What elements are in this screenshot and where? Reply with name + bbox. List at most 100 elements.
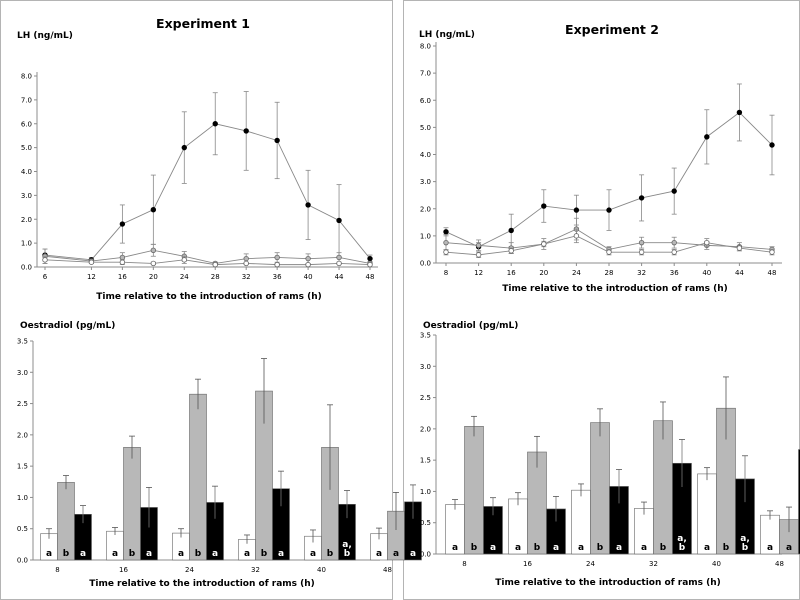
oe2-significance-letter: a xyxy=(578,543,584,553)
lh2-point-filled xyxy=(638,195,645,201)
lh1-xtick-label: 16 xyxy=(118,273,127,281)
oe2-significance-letter-line: a xyxy=(641,543,647,553)
lh1-point-filled xyxy=(305,202,311,208)
oe1-ytick-label: 1.0 xyxy=(17,494,28,502)
lh1-series-line-filled xyxy=(44,123,371,261)
lh1-ytick-label: 4.0 xyxy=(21,168,32,176)
lh1-xtick-label: 44 xyxy=(335,273,344,281)
oe1-significance-letter-line: b xyxy=(261,549,268,559)
oe2-significance-letter-line: a xyxy=(704,543,710,553)
lh2-point-filled xyxy=(573,207,580,213)
oe2-significance-letter-line: a, xyxy=(740,534,750,544)
lh2-xtick-label: 44 xyxy=(735,269,744,277)
lh2-point-open xyxy=(475,252,482,258)
lh2-xtick-label: 20 xyxy=(539,269,548,277)
oe1-significance-letter-line: b xyxy=(344,549,351,559)
oe1-significance-letter: a xyxy=(146,549,152,559)
lh2-point-filled xyxy=(508,227,514,234)
lh2-point-filled xyxy=(736,109,743,116)
oe1-ytick-label: 0.0 xyxy=(17,557,28,565)
oe1-significance-letter-line: a xyxy=(278,549,284,559)
lh2-xlabel: Time relative to the introduction of ram… xyxy=(502,284,728,294)
lh2-ytick-label: 6.0 xyxy=(420,97,431,105)
lh2-point-open xyxy=(736,245,743,251)
oe1-significance-letter-line: a xyxy=(376,549,382,559)
oe1-significance-letter: a xyxy=(46,549,52,559)
oe2-significance-letter-line: a xyxy=(515,543,521,553)
lh1-point-filled xyxy=(367,255,373,262)
oe1-significance-letter: a xyxy=(410,549,416,559)
oe1-category-label: 40 xyxy=(317,566,326,574)
lh1-ytick-label: 5.0 xyxy=(21,144,32,152)
lh2-point-filled xyxy=(606,207,612,213)
oe2-significance-letter-line: a xyxy=(452,543,458,553)
lh1-ytick-label: 0.0 xyxy=(21,264,32,272)
lh2-xtick-label: 40 xyxy=(702,269,711,277)
oe2-ytick-label: 3.0 xyxy=(420,363,431,371)
lh1-point-grey xyxy=(243,255,249,262)
lh2-point-open xyxy=(508,248,514,254)
oe2-category-label: 24 xyxy=(586,560,595,568)
oe1-significance-letter: a xyxy=(310,549,316,559)
lh2-xtick-label: 28 xyxy=(605,269,614,277)
lh2-point-open xyxy=(541,241,547,247)
oe2-significance-letter-line: b xyxy=(597,543,604,553)
oe1-significance-letter: a xyxy=(244,549,250,559)
lh1-xtick-label: 20 xyxy=(149,273,158,281)
oe2-significance-letter: a xyxy=(490,543,496,553)
oe2-bar-grey xyxy=(464,426,484,555)
oe1-significance-letter: a xyxy=(80,549,86,559)
oe2-bar-white xyxy=(697,473,717,555)
oe2-significance-letter: a xyxy=(616,543,622,553)
lh1-point-filled xyxy=(119,221,126,227)
lh1-ytick-label: 8.0 xyxy=(21,73,32,81)
oe2-significance-letter-line: a xyxy=(767,543,773,553)
lh2-point-open xyxy=(606,249,612,255)
lh2-point-grey xyxy=(443,239,449,246)
oe2-significance-letter-line: b xyxy=(534,543,541,553)
oe1-ytick-label: 2.5 xyxy=(17,400,28,408)
lh2-point-grey xyxy=(638,239,645,246)
lh1-point-grey xyxy=(336,254,342,261)
oe1-significance-letter: b xyxy=(261,549,268,559)
oe2-significance-letter-line: b xyxy=(742,543,749,553)
oe1-category-label: 8 xyxy=(55,566,59,574)
oe1-significance-letter: a xyxy=(112,549,118,559)
oe2-ytick-label: 1.0 xyxy=(420,488,431,496)
oe2-significance-letter-line: b xyxy=(679,543,686,553)
oe2-ytick-label: 0.5 xyxy=(420,519,431,527)
lh1-point-filled xyxy=(336,217,342,224)
oe2-ytick-label: 3.5 xyxy=(420,332,431,340)
oe2-category-label: 16 xyxy=(523,560,532,568)
lh1-point-open xyxy=(243,260,249,267)
lh2-ylabel: LH (ng/mL) xyxy=(419,30,475,40)
oe2-significance-letter-line: b xyxy=(660,543,667,553)
lh1-point-open xyxy=(181,257,187,263)
experiment-2-title: Experiment 2 xyxy=(565,22,659,37)
oe2-bar-black xyxy=(798,449,800,555)
lh2-point-filled xyxy=(671,188,677,194)
lh2-point-open xyxy=(573,233,580,239)
oe1-category-label: 24 xyxy=(185,566,194,574)
oe1-significance-letter-line: a xyxy=(178,549,184,559)
oe2-significance-letter: a xyxy=(786,543,792,553)
lh1-xtick-label: 6 xyxy=(43,273,48,281)
lh2-point-open xyxy=(704,239,710,246)
oe2-significance-letter-line: a xyxy=(553,543,559,553)
oe2-significance-letter: a xyxy=(515,543,521,553)
lh2-xtick-label: 48 xyxy=(768,269,777,277)
lh2-xtick-label: 8 xyxy=(444,269,448,277)
oe2-category-label: 40 xyxy=(712,560,721,568)
oe2-category-label: 8 xyxy=(462,560,466,568)
lh1-xtick-label: 40 xyxy=(304,273,313,281)
lh2-ytick-label: 5.0 xyxy=(420,124,431,132)
lh2-point-open xyxy=(671,249,677,255)
oe1-category-label: 16 xyxy=(119,566,128,574)
oe1-category-label: 48 xyxy=(383,566,392,574)
lh1-point-open xyxy=(88,259,95,265)
oe2-significance-letter-line: a, xyxy=(677,534,687,544)
oe2-significance-letter: b xyxy=(660,543,667,553)
oe2-bar-grey xyxy=(590,422,610,555)
oe1-significance-letter: a xyxy=(376,549,382,559)
oe1-ytick-label: 3.5 xyxy=(17,338,28,346)
